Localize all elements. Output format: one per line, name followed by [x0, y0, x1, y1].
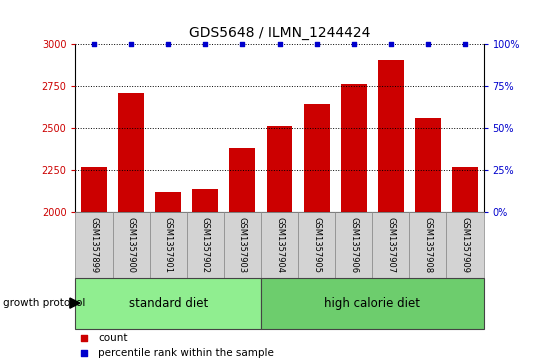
Bar — [224, 212, 261, 278]
Text: GSM1357905: GSM1357905 — [312, 217, 321, 273]
Bar — [378, 60, 404, 212]
Bar — [452, 167, 478, 212]
Bar — [187, 212, 224, 278]
Point — [79, 335, 88, 341]
Text: GSM1357904: GSM1357904 — [275, 217, 284, 273]
Bar — [75, 212, 112, 278]
Point — [275, 41, 284, 46]
Bar — [267, 126, 292, 212]
Point — [89, 41, 98, 46]
Point — [127, 41, 136, 46]
Point — [79, 350, 88, 356]
Point — [238, 41, 247, 46]
Bar — [261, 212, 298, 278]
Bar — [112, 212, 150, 278]
Text: growth protocol: growth protocol — [3, 298, 85, 308]
Bar — [81, 167, 107, 212]
Bar — [335, 212, 372, 278]
Bar — [409, 212, 447, 278]
Point — [201, 41, 210, 46]
Text: percentile rank within the sample: percentile rank within the sample — [98, 348, 274, 358]
Text: GSM1357909: GSM1357909 — [461, 217, 470, 273]
Text: GSM1357902: GSM1357902 — [201, 217, 210, 273]
Text: GSM1357907: GSM1357907 — [386, 217, 395, 273]
Bar — [340, 84, 367, 212]
Bar — [372, 212, 409, 278]
Bar — [447, 212, 484, 278]
Point — [423, 41, 432, 46]
Text: GSM1357899: GSM1357899 — [89, 217, 98, 273]
Point — [312, 41, 321, 46]
Bar — [192, 189, 218, 212]
Point — [164, 41, 173, 46]
Text: high calorie diet: high calorie diet — [324, 297, 420, 310]
Bar — [304, 104, 330, 212]
Bar — [229, 148, 255, 212]
Bar — [261, 278, 484, 329]
Title: GDS5648 / ILMN_1244424: GDS5648 / ILMN_1244424 — [189, 26, 370, 40]
Point — [386, 41, 395, 46]
Bar — [415, 118, 441, 212]
Text: standard diet: standard diet — [129, 297, 208, 310]
Bar — [150, 212, 187, 278]
Bar — [298, 212, 335, 278]
Point — [461, 41, 470, 46]
Point — [349, 41, 358, 46]
Text: GSM1357903: GSM1357903 — [238, 217, 247, 273]
Bar — [118, 93, 144, 212]
FancyArrow shape — [70, 298, 80, 308]
Text: GSM1357906: GSM1357906 — [349, 217, 358, 273]
Bar — [155, 192, 181, 212]
Bar — [75, 278, 261, 329]
Text: GSM1357908: GSM1357908 — [423, 217, 433, 273]
Text: GSM1357900: GSM1357900 — [126, 217, 136, 273]
Text: count: count — [98, 333, 127, 343]
Text: GSM1357901: GSM1357901 — [164, 217, 173, 273]
